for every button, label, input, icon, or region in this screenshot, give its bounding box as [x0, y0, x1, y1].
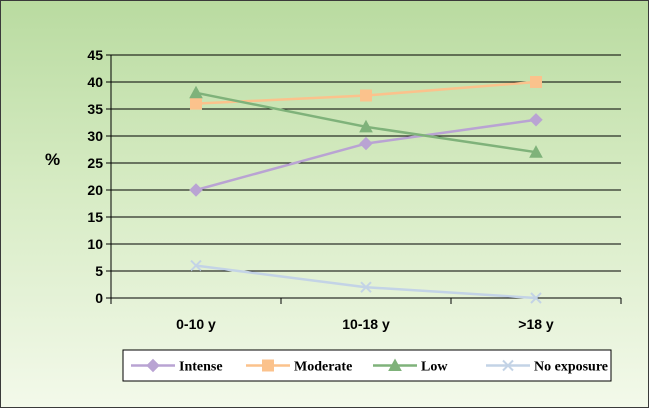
legend-label: Moderate: [294, 360, 352, 375]
y-tick-label: 0: [95, 290, 103, 306]
series-0: [189, 113, 543, 197]
data-point: [189, 85, 203, 99]
data-point: [530, 76, 542, 88]
legend-item: Moderate: [246, 359, 352, 375]
legend-marker: [146, 358, 160, 373]
data-point: [530, 292, 542, 304]
y-tick-label: 10: [87, 236, 103, 252]
legend-item: No exposure: [486, 360, 608, 375]
data-point: [190, 97, 202, 110]
y-tick-label: 40: [87, 74, 103, 90]
legend-label: No exposure: [534, 360, 608, 375]
data-point: [190, 259, 202, 272]
series-2: [189, 85, 543, 158]
y-tick-label: 30: [87, 128, 103, 144]
y-tick-label: 20: [87, 182, 103, 198]
y-tick-label: 15: [87, 209, 103, 225]
x-tick-label: 0-10 y: [176, 316, 216, 332]
x-tick-label: >18 y: [518, 316, 554, 332]
data-point: [529, 113, 543, 127]
legend-marker: [502, 359, 514, 372]
series-3: [190, 259, 542, 304]
data-point: [360, 89, 372, 102]
y-tick-labels: 0 5 10 15 20 25 30 35 40 45: [87, 47, 103, 306]
legend-item: Low: [373, 358, 448, 375]
legend-item: Intense: [131, 358, 223, 375]
series-lines: [189, 76, 543, 304]
data-point: [359, 136, 373, 151]
legend-marker: [262, 359, 274, 372]
y-tick-label: 45: [87, 47, 103, 63]
y-tick-label: 5: [95, 263, 103, 279]
data-point: [529, 145, 543, 158]
legend: Intense Moderate Low No exposure: [122, 349, 612, 382]
legend-label: Intense: [179, 360, 223, 375]
data-point: [189, 183, 203, 197]
data-point: [360, 281, 372, 293]
x-tick-label: 10-18 y: [342, 316, 390, 332]
legend-label: Low: [421, 360, 448, 375]
series-line: [195, 264, 537, 300]
series-1: [190, 76, 542, 110]
grid-lines: [111, 54, 621, 272]
x-tick-labels: 0-10 y 10-18 y >18 y: [176, 316, 554, 332]
y-tick-label: 35: [87, 101, 103, 117]
legend-marker: [388, 358, 402, 371]
data-point: [359, 119, 373, 133]
y-axis-label: %: [45, 150, 60, 169]
y-tick-label: 25: [87, 155, 103, 171]
